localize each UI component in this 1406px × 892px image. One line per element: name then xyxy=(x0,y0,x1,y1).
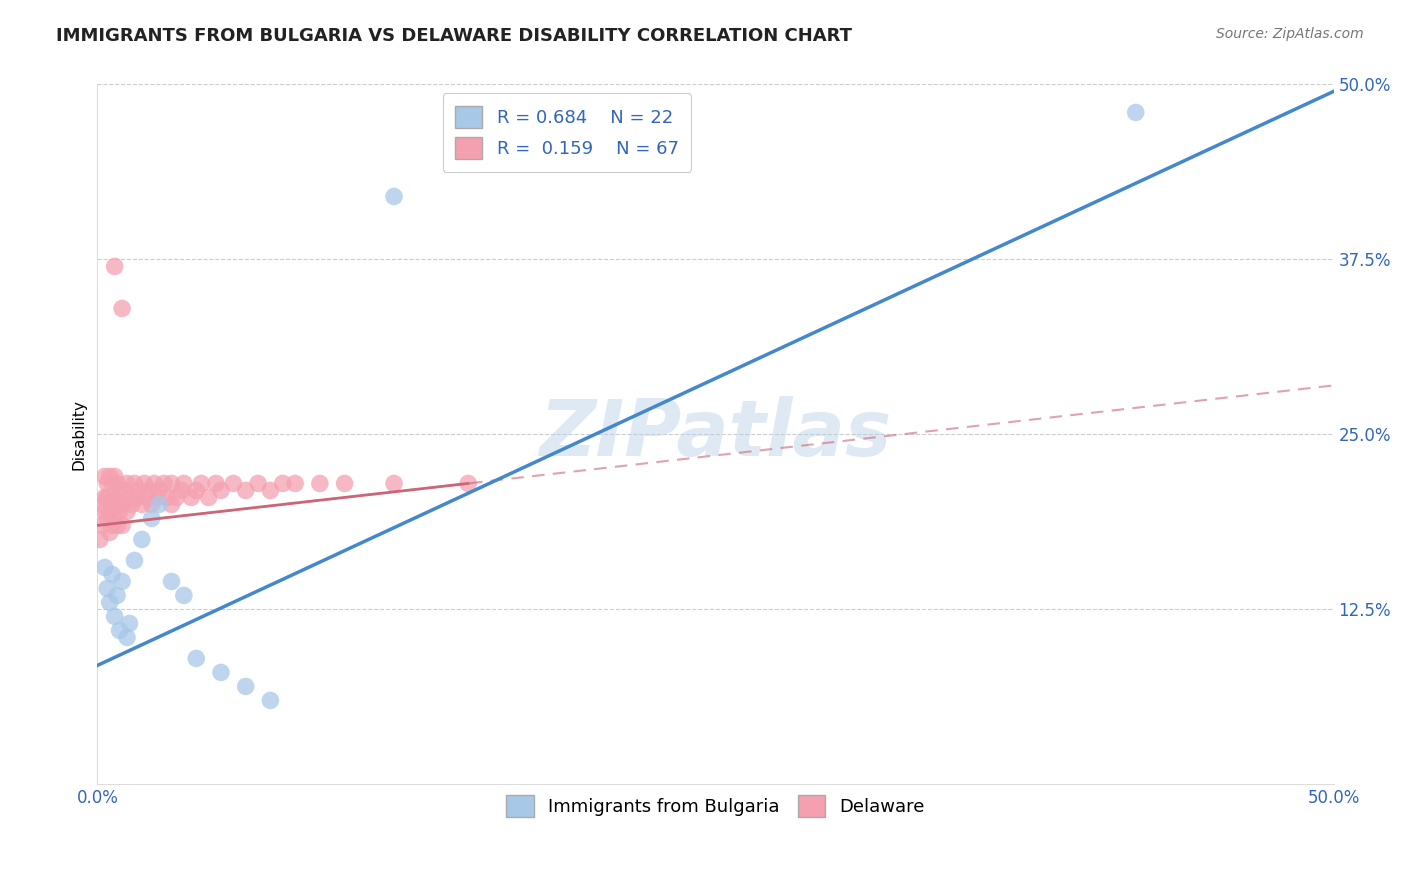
Point xyxy=(105,498,128,512)
Point xyxy=(98,491,121,505)
Point xyxy=(148,483,170,498)
Point xyxy=(145,491,167,505)
Point xyxy=(160,498,183,512)
Point xyxy=(108,624,131,638)
Point xyxy=(166,491,188,505)
Point xyxy=(160,574,183,589)
Point xyxy=(135,491,157,505)
Point xyxy=(96,476,118,491)
Point xyxy=(98,504,121,518)
Point xyxy=(105,589,128,603)
Point xyxy=(111,301,134,316)
Point xyxy=(131,533,153,547)
Point xyxy=(333,476,356,491)
Point xyxy=(94,560,117,574)
Point xyxy=(121,498,143,512)
Legend: Immigrants from Bulgaria, Delaware: Immigrants from Bulgaria, Delaware xyxy=(499,788,932,824)
Point xyxy=(124,476,146,491)
Point xyxy=(104,260,127,274)
Point xyxy=(235,680,257,694)
Point xyxy=(235,483,257,498)
Point xyxy=(134,476,156,491)
Point xyxy=(104,469,127,483)
Point xyxy=(115,476,138,491)
Point xyxy=(186,651,208,665)
Point xyxy=(111,574,134,589)
Point xyxy=(457,476,479,491)
Point xyxy=(96,582,118,596)
Point xyxy=(382,476,405,491)
Point xyxy=(308,476,330,491)
Point xyxy=(209,483,232,498)
Point xyxy=(98,595,121,609)
Point xyxy=(222,476,245,491)
Point xyxy=(259,693,281,707)
Point xyxy=(115,631,138,645)
Point xyxy=(271,476,294,491)
Point xyxy=(160,476,183,491)
Point xyxy=(148,498,170,512)
Point xyxy=(96,511,118,525)
Point xyxy=(104,609,127,624)
Point xyxy=(180,491,202,505)
Point xyxy=(382,189,405,203)
Point xyxy=(91,498,114,512)
Point xyxy=(96,491,118,505)
Text: ZIPatlas: ZIPatlas xyxy=(540,396,891,473)
Point xyxy=(101,498,124,512)
Point xyxy=(205,476,228,491)
Point xyxy=(173,589,195,603)
Point xyxy=(94,491,117,505)
Point xyxy=(128,483,150,498)
Point xyxy=(197,491,219,505)
Point xyxy=(190,476,212,491)
Y-axis label: Disability: Disability xyxy=(72,399,86,470)
Point xyxy=(153,476,176,491)
Point xyxy=(104,511,127,525)
Point xyxy=(186,483,208,498)
Point xyxy=(115,504,138,518)
Point xyxy=(125,491,148,505)
Point xyxy=(105,476,128,491)
Point xyxy=(170,483,193,498)
Point xyxy=(141,498,163,512)
Point xyxy=(91,518,114,533)
Point xyxy=(141,511,163,525)
Point xyxy=(111,498,134,512)
Text: IMMIGRANTS FROM BULGARIA VS DELAWARE DISABILITY CORRELATION CHART: IMMIGRANTS FROM BULGARIA VS DELAWARE DIS… xyxy=(56,27,852,45)
Point xyxy=(259,483,281,498)
Point xyxy=(118,491,141,505)
Point xyxy=(98,525,121,540)
Point xyxy=(111,518,134,533)
Point xyxy=(124,553,146,567)
Point xyxy=(1125,105,1147,120)
Point xyxy=(105,518,128,533)
Point xyxy=(131,498,153,512)
Text: Source: ZipAtlas.com: Source: ZipAtlas.com xyxy=(1216,27,1364,41)
Point xyxy=(104,491,127,505)
Point xyxy=(209,665,232,680)
Point xyxy=(101,476,124,491)
Point xyxy=(98,469,121,483)
Point xyxy=(155,491,177,505)
Point xyxy=(94,504,117,518)
Point xyxy=(143,476,166,491)
Point xyxy=(118,616,141,631)
Point xyxy=(101,518,124,533)
Point xyxy=(173,476,195,491)
Point xyxy=(284,476,307,491)
Point xyxy=(108,483,131,498)
Point xyxy=(94,469,117,483)
Point xyxy=(89,533,111,547)
Point xyxy=(114,483,136,498)
Point xyxy=(138,483,160,498)
Point xyxy=(247,476,270,491)
Point xyxy=(101,567,124,582)
Point xyxy=(108,504,131,518)
